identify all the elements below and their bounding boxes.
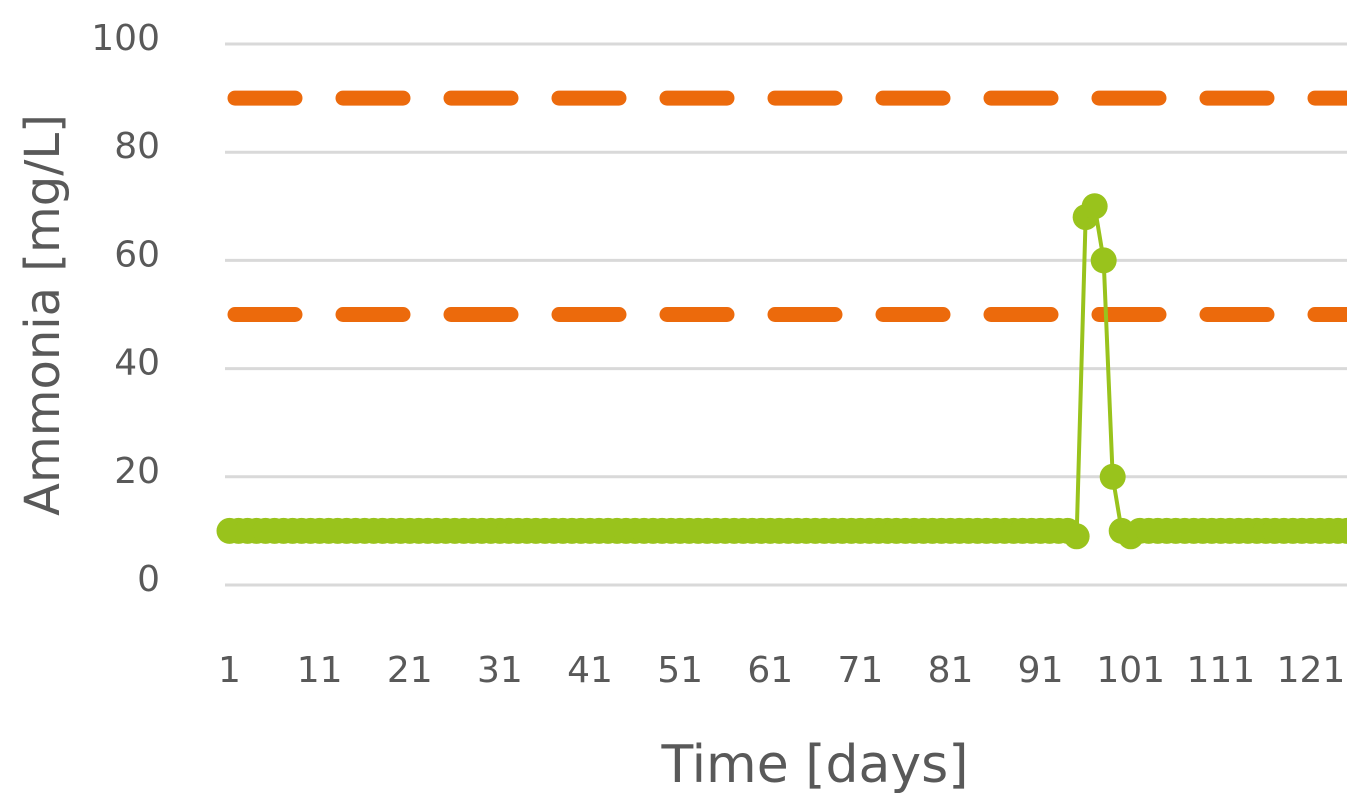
data-point bbox=[1090, 247, 1117, 274]
x-tick-label: 61 bbox=[747, 650, 793, 691]
x-tick-label: 71 bbox=[837, 650, 883, 691]
y-axis-title: Ammonia [mg/L] bbox=[15, 114, 71, 516]
data-line bbox=[229, 201, 1347, 540]
data-point bbox=[1063, 523, 1090, 550]
x-axis-title: Time [days] bbox=[660, 735, 968, 795]
y-tick-label: 0 bbox=[137, 559, 160, 600]
x-tick-label: 111 bbox=[1186, 650, 1255, 691]
x-tick-label: 51 bbox=[657, 650, 703, 691]
x-tick-label: 21 bbox=[387, 650, 433, 691]
data-point bbox=[1081, 193, 1108, 220]
data-point bbox=[1334, 517, 1347, 544]
data-point bbox=[1099, 463, 1126, 490]
y-tick-label: 40 bbox=[114, 343, 160, 384]
x-tick-label: 1 bbox=[218, 650, 241, 691]
x-tick-label: 121 bbox=[1277, 650, 1346, 691]
y-tick-label: 80 bbox=[114, 126, 160, 167]
x-tick-label: 101 bbox=[1096, 650, 1165, 691]
x-tick-label: 81 bbox=[928, 650, 974, 691]
x-tick-label: 31 bbox=[477, 650, 523, 691]
y-tick-label: 60 bbox=[114, 234, 160, 275]
y-tick-label: 100 bbox=[91, 18, 160, 59]
x-tick-label: 11 bbox=[297, 650, 343, 691]
y-tick-label: 20 bbox=[114, 451, 160, 492]
x-tick-label: 41 bbox=[567, 650, 613, 691]
x-tick-label: 91 bbox=[1018, 650, 1064, 691]
